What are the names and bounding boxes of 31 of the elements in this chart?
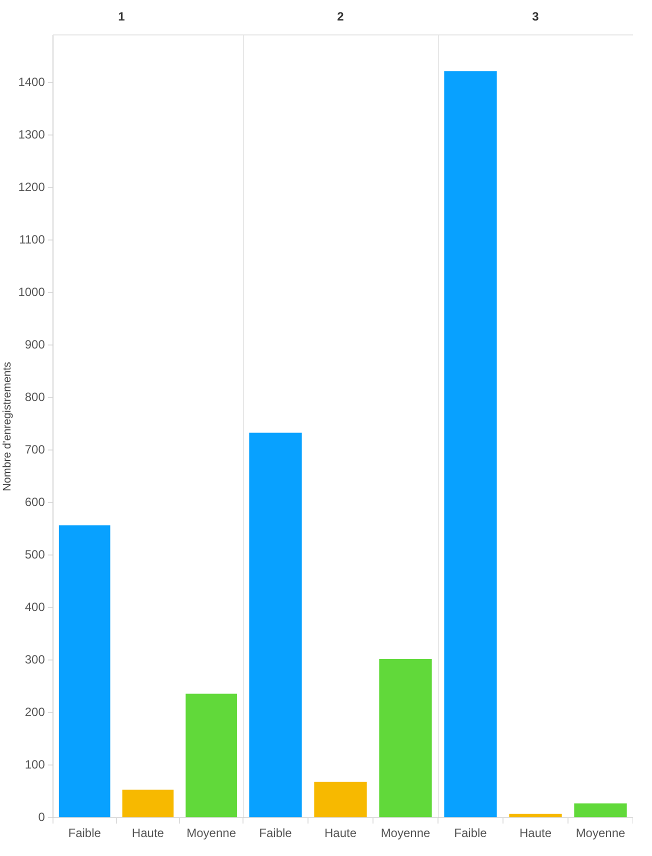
x-tick-label: Moyenne	[186, 826, 236, 840]
x-tick-label: Faible	[454, 826, 488, 840]
x-tick-label: Haute	[132, 826, 164, 840]
y-tick-label: 200	[24, 704, 46, 719]
chart-title: 3	[532, 10, 540, 24]
y-tick-label: 500	[24, 547, 46, 562]
chart-title: 1	[118, 10, 126, 24]
y-tick-label: 1400	[18, 74, 46, 89]
x-tick-label: Faible	[259, 826, 292, 840]
x-tick-label: Moyenne	[576, 826, 626, 840]
bar	[58, 525, 110, 818]
x-tick-label: Haute	[519, 826, 552, 840]
y-tick-label: 900	[24, 337, 46, 352]
y-tick-label: 400	[24, 600, 46, 614]
bar	[186, 694, 237, 818]
y-tick-label: 1300	[18, 127, 46, 142]
y-axis-title: Nombre d'enregistrements	[2, 361, 14, 492]
x-tick-label: Haute	[324, 826, 357, 840]
x-tick-label: Moyenne	[380, 826, 431, 840]
chart-title: 2	[337, 10, 344, 24]
y-tick-label: 600	[24, 494, 46, 509]
y-tick-label: 0	[38, 810, 46, 824]
y-tick-label: 800	[24, 390, 46, 404]
y-tick-label: 300	[24, 652, 46, 666]
bar	[122, 790, 174, 818]
y-tick-label: 1100	[19, 232, 46, 246]
y-tick-label: 1200	[18, 180, 46, 194]
y-tick-label: 100	[24, 757, 46, 772]
y-tick-label: 1000	[18, 284, 46, 299]
x-tick-label: Faible	[68, 826, 102, 840]
y-tick-label: 700	[24, 442, 46, 456]
